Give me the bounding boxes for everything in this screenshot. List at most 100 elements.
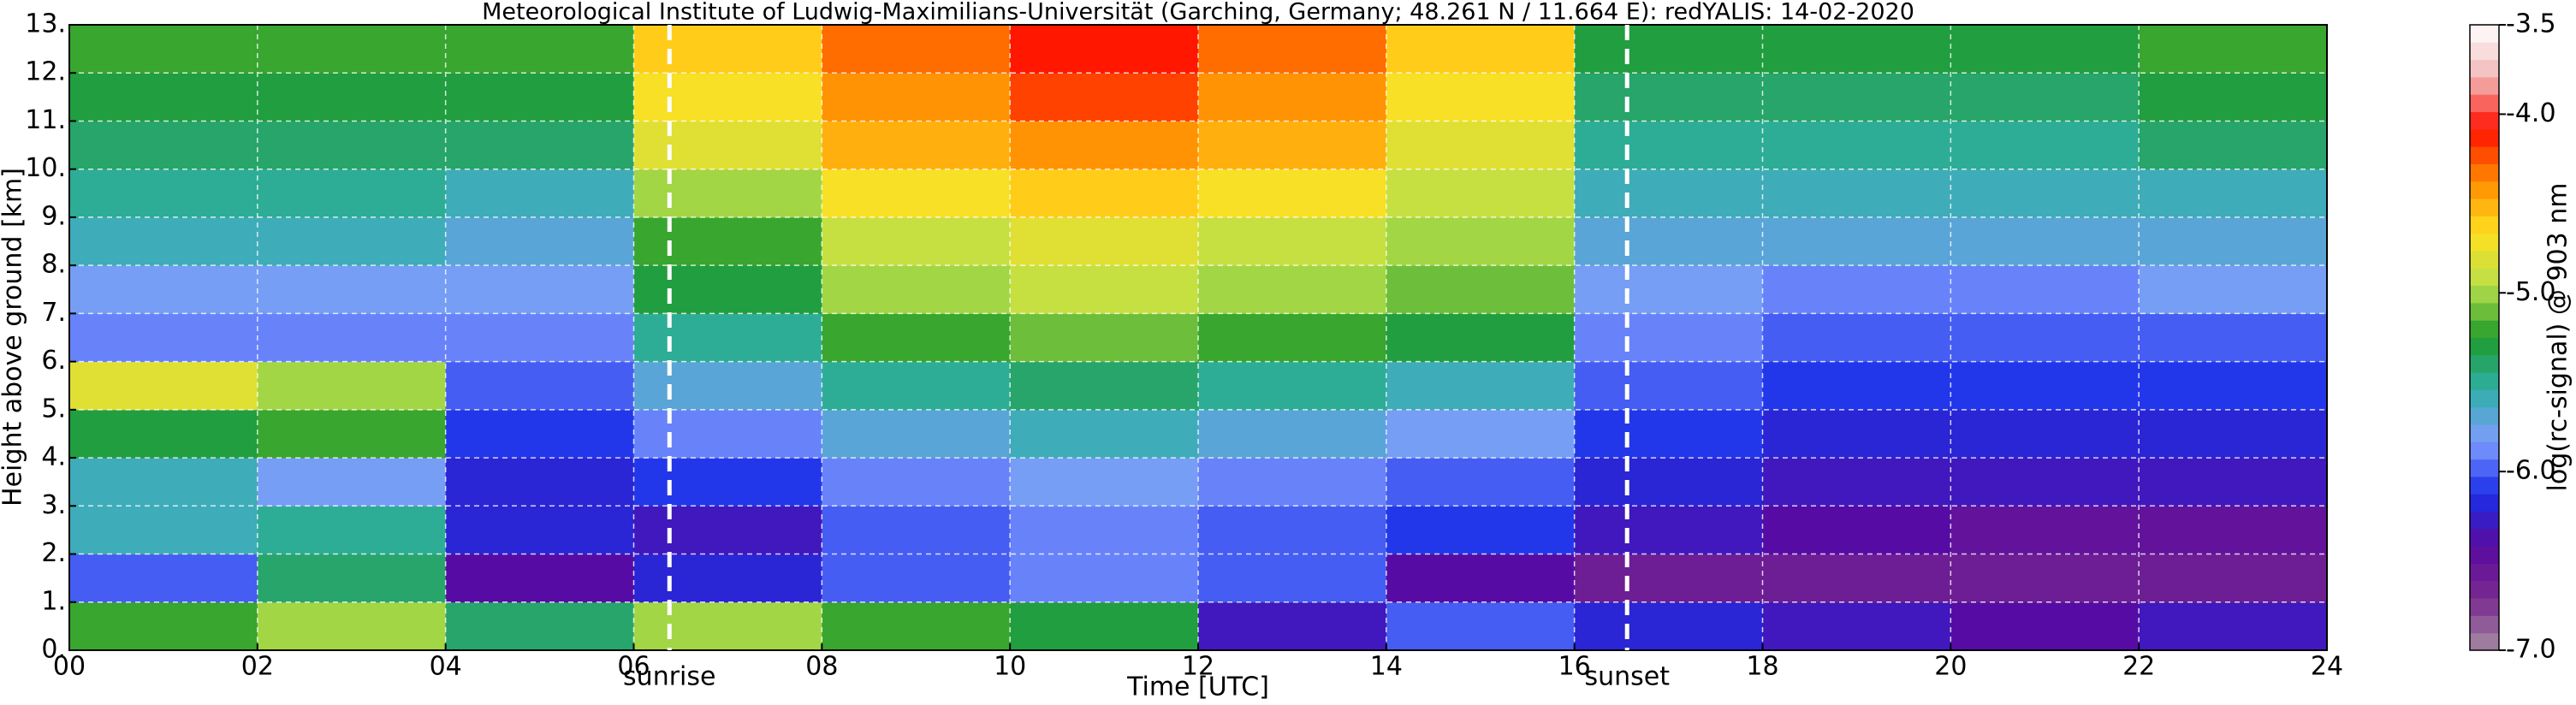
colorbar-segment bbox=[2470, 406, 2499, 425]
colorbar-segment bbox=[2470, 233, 2499, 252]
heatmap-cell bbox=[69, 554, 258, 603]
colorbar-segment bbox=[2470, 632, 2499, 651]
x-tick-label: 00 bbox=[53, 652, 86, 682]
heatmap-cell bbox=[822, 73, 1011, 121]
heatmap-cell bbox=[1762, 25, 1951, 74]
heatmap-cell bbox=[822, 216, 1011, 266]
heatmap-cell bbox=[1574, 313, 1763, 363]
heatmap-cell bbox=[1574, 506, 1763, 555]
heatmap-cell bbox=[1762, 601, 1951, 651]
heatmap-cell bbox=[633, 458, 822, 507]
heatmap-cell bbox=[2139, 409, 2328, 459]
heatmap-cell bbox=[1762, 554, 1951, 603]
x-tick-label: 16 bbox=[1558, 652, 1591, 682]
heatmap-cell bbox=[633, 121, 822, 170]
heatmap-cell bbox=[1574, 458, 1763, 507]
heatmap-cell bbox=[257, 361, 447, 411]
colorbar-segment bbox=[2470, 563, 2499, 582]
x-tick-label: 08 bbox=[805, 652, 838, 682]
heatmap-cell bbox=[633, 361, 822, 411]
heatmap-cell bbox=[1950, 73, 2140, 121]
heatmap-cell bbox=[1198, 361, 1387, 411]
heatmap-cell bbox=[633, 601, 822, 651]
heatmap-cell bbox=[2139, 25, 2328, 74]
colorbar-segment bbox=[2470, 598, 2499, 616]
heatmap-cell bbox=[445, 601, 634, 651]
heatmap-cell bbox=[1198, 458, 1387, 507]
heatmap-cell bbox=[633, 25, 822, 74]
x-tick-label: 12 bbox=[1182, 652, 1214, 682]
colorbar-segment bbox=[2470, 494, 2499, 512]
heatmap-cell bbox=[69, 216, 258, 266]
x-tick-label: 04 bbox=[430, 652, 462, 682]
heatmap-cell bbox=[633, 73, 822, 121]
heatmap-cell bbox=[633, 554, 822, 603]
heatmap-cell bbox=[445, 313, 634, 363]
heatmap-cell bbox=[1010, 313, 1199, 363]
heatmap-cell bbox=[69, 121, 258, 170]
colorbar-segment bbox=[2470, 216, 2499, 234]
heatmap-cell bbox=[445, 169, 634, 218]
heatmap-cell bbox=[1762, 506, 1951, 555]
heatmap-cell bbox=[69, 601, 258, 651]
heatmap-cell bbox=[822, 121, 1011, 170]
heatmap-cell bbox=[257, 554, 447, 603]
colorbar-segment bbox=[2470, 285, 2499, 304]
x-axis-label: Time [UTC] bbox=[1126, 672, 1269, 702]
heatmap-cell bbox=[257, 73, 447, 121]
heatmap-cell bbox=[1574, 73, 1763, 121]
colorbar-segment bbox=[2470, 76, 2499, 95]
heatmap-cell bbox=[445, 265, 634, 314]
heatmap-cell bbox=[1010, 25, 1199, 74]
colorbar-segment bbox=[2470, 511, 2499, 530]
chart-title: Meteorological Institute of Ludwig-Maxim… bbox=[482, 0, 1914, 26]
heatmap-cell bbox=[1386, 313, 1576, 363]
colorbar-segment bbox=[2470, 111, 2499, 130]
heatmap-cell bbox=[69, 73, 258, 121]
heatmap-cell bbox=[1950, 554, 2140, 603]
heatmap-cell bbox=[1950, 361, 2140, 411]
heatmap-cell bbox=[1386, 265, 1576, 314]
heatmap-cell bbox=[633, 169, 822, 218]
colorbar-segment bbox=[2470, 25, 2499, 43]
heatmap-cell bbox=[1198, 169, 1387, 218]
colorbar-segment bbox=[2470, 250, 2499, 269]
colorbar-label: log(rc-signal) @ 903 nm bbox=[2543, 183, 2573, 492]
colorbar-segment bbox=[2470, 198, 2499, 216]
y-tick-label: 13. bbox=[25, 9, 66, 39]
heatmap-cell bbox=[1762, 458, 1951, 507]
heatmap-cell bbox=[1198, 265, 1387, 314]
heatmap-cell bbox=[2139, 169, 2328, 218]
heatmap-cell bbox=[69, 169, 258, 218]
heatmap-cell bbox=[2139, 554, 2328, 603]
heatmap-cell bbox=[1386, 121, 1576, 170]
heatmap-cell bbox=[257, 506, 447, 555]
heatmap-cell bbox=[1198, 409, 1387, 459]
colorbar-segment bbox=[2470, 320, 2499, 338]
heatmap-cell bbox=[1574, 409, 1763, 459]
heatmap-cell bbox=[1386, 506, 1576, 555]
heatmap-cell bbox=[1010, 554, 1199, 603]
colorbar-segment bbox=[2470, 128, 2499, 147]
heatmap-cell bbox=[257, 216, 447, 266]
heatmap-cell bbox=[2139, 216, 2328, 266]
heatmap-cell bbox=[257, 458, 447, 507]
colorbar-segment bbox=[2470, 528, 2499, 547]
heatmap-cell bbox=[445, 73, 634, 121]
colorbar-tick-label: -3.5 bbox=[2506, 9, 2556, 39]
heatmap-cell bbox=[1386, 458, 1576, 507]
y-tick-label: 1. bbox=[41, 586, 66, 616]
heatmap-cell bbox=[1950, 121, 2140, 170]
colorbar-frame bbox=[2469, 24, 2500, 651]
heatmap-cell bbox=[69, 25, 258, 74]
colorbar-segment bbox=[2470, 441, 2499, 460]
heatmap-cell bbox=[633, 265, 822, 314]
heatmap-cell bbox=[1762, 361, 1951, 411]
colorbar-segment bbox=[2470, 268, 2499, 287]
heatmap-cell bbox=[822, 506, 1011, 555]
x-tick-label: 02 bbox=[241, 652, 274, 682]
colorbar-segment bbox=[2470, 459, 2499, 477]
heatmap-cell bbox=[2139, 601, 2328, 651]
heatmap-cell bbox=[1198, 73, 1387, 121]
